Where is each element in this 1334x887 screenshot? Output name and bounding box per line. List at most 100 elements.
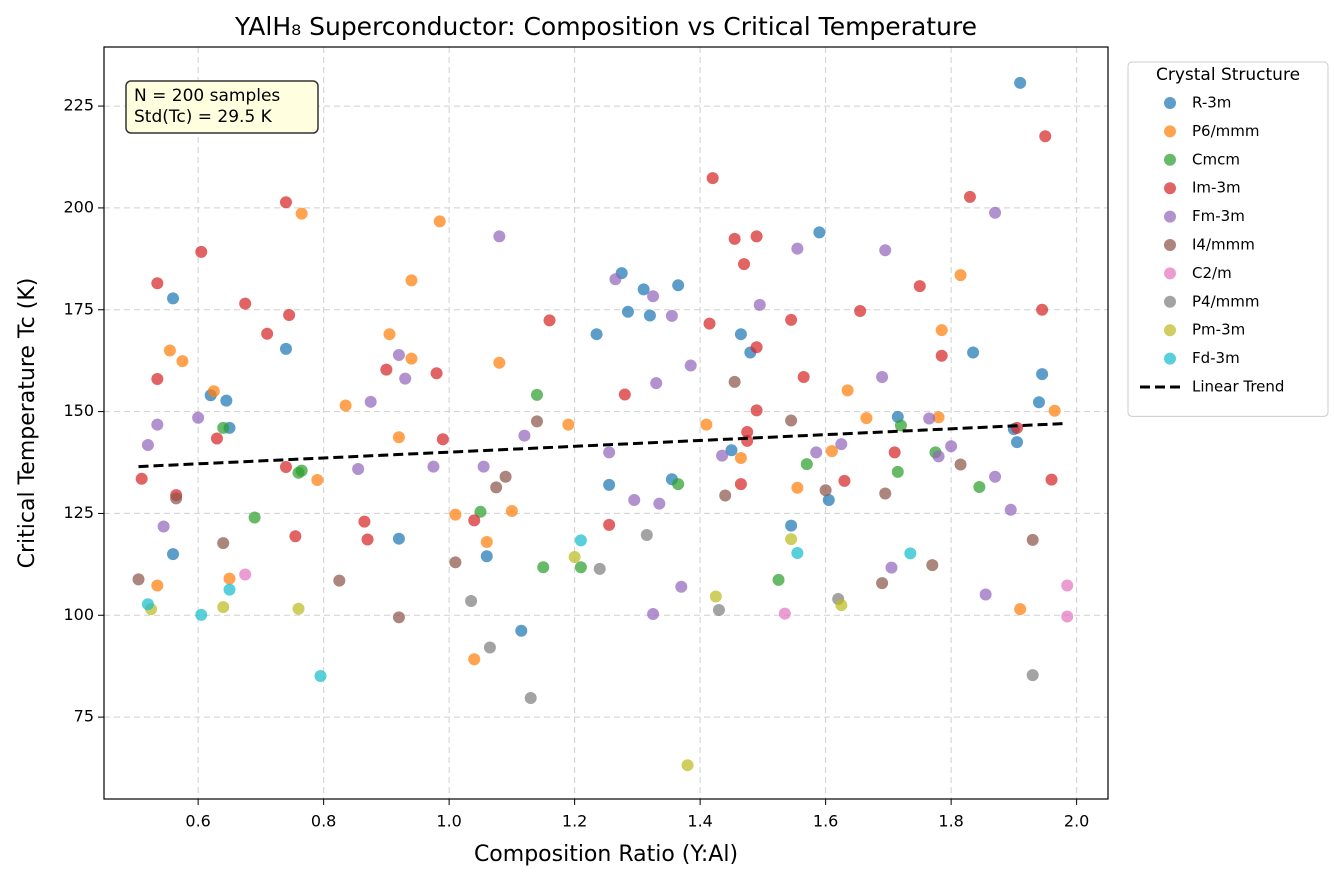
legend-marker <box>1164 153 1176 166</box>
y-tick-label: 150 <box>63 401 94 420</box>
legend-marker <box>1164 239 1176 251</box>
data-point <box>383 328 396 341</box>
data-point <box>894 419 907 432</box>
data-point <box>151 277 164 290</box>
x-tick-label: 1.4 <box>687 812 712 831</box>
data-point <box>530 415 543 428</box>
data-point <box>675 580 688 593</box>
data-point <box>505 504 518 517</box>
data-point <box>778 607 791 620</box>
data-point <box>650 377 663 390</box>
data-point <box>392 348 405 361</box>
data-point <box>681 759 694 772</box>
legend-label: Pm-3m <box>1192 321 1245 339</box>
data-point <box>785 519 798 532</box>
data-point <box>932 411 945 424</box>
data-point <box>530 388 543 401</box>
data-point <box>339 399 352 412</box>
data-point <box>223 572 236 585</box>
data-point <box>838 474 851 487</box>
data-point <box>380 363 393 376</box>
x-tick-label: 0.6 <box>185 812 210 831</box>
legend-label: Linear Trend <box>1192 378 1284 396</box>
data-point <box>725 444 738 457</box>
data-point <box>405 274 418 287</box>
data-point <box>392 532 405 545</box>
x-axis-label: Composition Ratio (Y:Al) <box>474 842 738 867</box>
data-point <box>176 355 189 368</box>
data-point <box>822 493 835 506</box>
data-point <box>734 328 747 341</box>
legend-label: R-3m <box>1192 94 1231 112</box>
data-point <box>860 412 873 425</box>
data-point <box>1036 368 1049 381</box>
data-point <box>1011 436 1024 449</box>
annotation-text: Std(Tc) = 29.5 K <box>134 107 273 127</box>
data-point <box>295 207 308 220</box>
data-point <box>295 464 308 477</box>
data-point <box>1026 669 1039 682</box>
data-point <box>562 418 575 431</box>
data-point <box>753 298 766 311</box>
data-point <box>603 446 616 459</box>
x-tick-label: 2.0 <box>1064 812 1089 831</box>
data-point <box>935 324 948 337</box>
y-axis-label: Critical Temperature Tc (K) <box>15 278 40 569</box>
data-point <box>835 599 848 612</box>
legend-marker <box>1164 267 1176 280</box>
y-tick-label: 75 <box>74 707 94 726</box>
data-point <box>716 449 729 462</box>
x-tick-label: 1.8 <box>938 812 963 831</box>
data-point <box>364 395 377 408</box>
data-point <box>1011 421 1024 434</box>
data-point <box>603 478 616 491</box>
data-point <box>449 508 462 521</box>
data-point <box>436 433 449 446</box>
data-point <box>157 520 170 533</box>
data-point <box>935 349 948 362</box>
data-point <box>392 611 405 624</box>
data-point <box>810 446 823 459</box>
data-point <box>1004 503 1017 516</box>
data-point <box>151 418 164 431</box>
data-point <box>1026 533 1039 546</box>
data-point <box>289 530 302 543</box>
data-point <box>709 590 722 603</box>
data-point <box>283 309 296 322</box>
data-point <box>741 425 754 438</box>
data-point <box>785 533 798 546</box>
data-point <box>979 588 992 601</box>
data-point <box>195 608 208 621</box>
data-point <box>537 561 550 574</box>
data-point <box>791 546 804 559</box>
data-point <box>493 356 506 369</box>
data-point <box>1045 473 1058 486</box>
data-point <box>825 445 838 458</box>
data-point <box>885 561 898 574</box>
data-point <box>923 412 936 425</box>
data-point <box>574 561 587 574</box>
data-point <box>220 394 233 407</box>
data-point <box>493 230 506 243</box>
data-point <box>706 172 719 185</box>
data-point <box>314 669 327 682</box>
data-point <box>841 384 854 397</box>
data-point <box>480 550 493 563</box>
data-point <box>989 206 1002 219</box>
data-point <box>163 344 176 357</box>
data-point <box>217 537 230 550</box>
data-point <box>989 470 1002 483</box>
data-point <box>167 292 180 305</box>
data-point <box>700 418 713 431</box>
x-tick-label: 1.2 <box>562 812 587 831</box>
data-point <box>879 244 892 257</box>
data-point <box>217 601 230 614</box>
data-point <box>132 573 145 586</box>
data-point <box>603 518 616 531</box>
data-point <box>151 579 164 592</box>
data-point <box>279 460 292 473</box>
data-point <box>518 429 531 442</box>
data-point <box>647 290 660 303</box>
legend-marker <box>1164 295 1176 308</box>
